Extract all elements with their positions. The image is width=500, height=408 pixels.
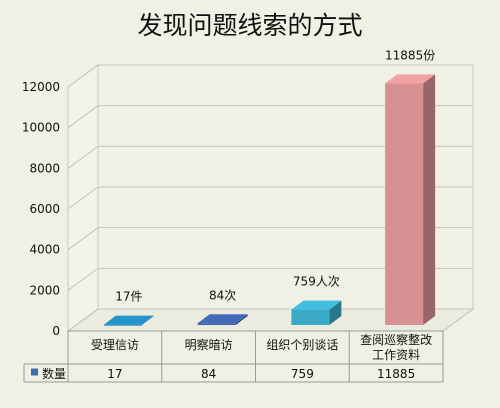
gridline xyxy=(67,308,473,332)
bar xyxy=(291,300,342,325)
bar xyxy=(103,315,154,326)
x-category-label: 受理信访 xyxy=(91,338,139,352)
bar-side xyxy=(141,315,154,325)
bar-front xyxy=(291,309,330,325)
bar-front xyxy=(103,324,142,326)
data-label: 759人次 xyxy=(293,275,340,289)
gridline xyxy=(67,64,473,88)
legend-series-name: 数量 xyxy=(42,366,66,381)
data-label: 11885份 xyxy=(385,48,435,62)
gridline xyxy=(67,105,473,129)
bar xyxy=(197,314,248,325)
y-tick-label: 4000 xyxy=(29,243,60,257)
x-category-label: 工作资料 xyxy=(372,348,420,362)
bar-side xyxy=(235,314,248,325)
gridline xyxy=(67,267,473,291)
y-tick-label: 6000 xyxy=(29,202,60,216)
bar-top xyxy=(291,300,342,310)
bar-top xyxy=(197,314,248,324)
plot-area xyxy=(66,64,475,332)
x-category-label: 查阅巡察整改 xyxy=(360,332,432,347)
y-tick-label: 2000 xyxy=(29,283,60,297)
table-value: 84 xyxy=(201,367,216,381)
bar-front xyxy=(197,323,236,325)
table-value: 17 xyxy=(107,367,122,381)
gridline xyxy=(67,145,473,169)
y-tick-label: 10000 xyxy=(22,121,60,135)
gridline xyxy=(67,227,473,251)
chart-labels: 0 2000 4000 6000 8000 10000 12000 17件 84次 759人次 11… xyxy=(22,48,435,362)
table-value: 11885 xyxy=(377,367,415,381)
y-tick-label: 0 xyxy=(52,324,60,338)
bar xyxy=(385,74,436,325)
legend-marker xyxy=(31,368,38,376)
table-value: 759 xyxy=(291,367,314,381)
y-tick-label: 12000 xyxy=(22,80,60,94)
bar-top xyxy=(103,315,154,325)
bar-side xyxy=(423,74,436,325)
chart-title: 发现问题线索的方式 xyxy=(137,11,362,40)
bar-front xyxy=(385,83,424,325)
data-label: 84次 xyxy=(209,288,236,302)
y-tick-label: 8000 xyxy=(29,161,60,175)
gridline xyxy=(67,186,473,210)
bar-top xyxy=(385,74,436,84)
x-category-label: 明察暗访 xyxy=(185,337,233,352)
bars xyxy=(103,74,436,326)
x-category-label: 组织个别谈话 xyxy=(266,338,338,352)
data-table: 数量 17 84 759 11885 xyxy=(23,330,444,383)
data-label: 17件 xyxy=(115,290,142,304)
bar-side xyxy=(329,300,342,325)
